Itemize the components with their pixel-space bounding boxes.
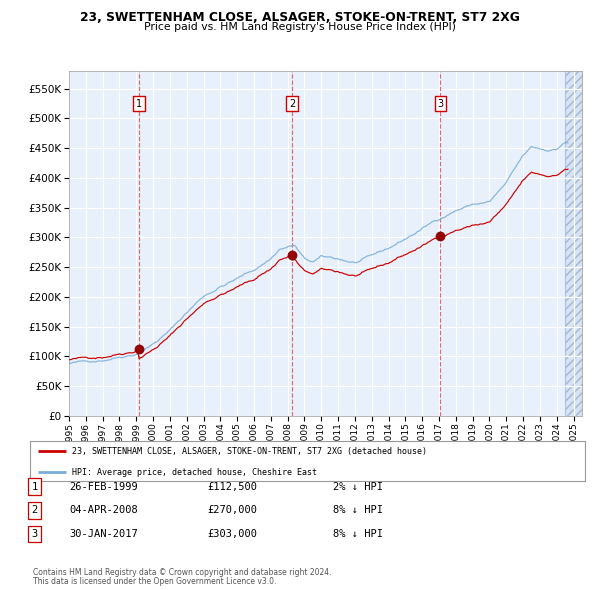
Text: 2: 2 — [289, 99, 295, 109]
Text: 3: 3 — [437, 99, 443, 109]
Text: £270,000: £270,000 — [207, 506, 257, 515]
Text: 23, SWETTENHAM CLOSE, ALSAGER, STOKE-ON-TRENT, ST7 2XG: 23, SWETTENHAM CLOSE, ALSAGER, STOKE-ON-… — [80, 11, 520, 24]
Text: 8% ↓ HPI: 8% ↓ HPI — [333, 506, 383, 515]
Text: £303,000: £303,000 — [207, 529, 257, 539]
Text: £112,500: £112,500 — [207, 482, 257, 491]
Text: This data is licensed under the Open Government Licence v3.0.: This data is licensed under the Open Gov… — [33, 578, 277, 586]
Text: 8% ↓ HPI: 8% ↓ HPI — [333, 529, 383, 539]
Text: 04-APR-2008: 04-APR-2008 — [69, 506, 138, 515]
Text: 2% ↓ HPI: 2% ↓ HPI — [333, 482, 383, 491]
Text: 1: 1 — [136, 99, 142, 109]
Text: Price paid vs. HM Land Registry's House Price Index (HPI): Price paid vs. HM Land Registry's House … — [144, 22, 456, 32]
Text: 3: 3 — [32, 529, 38, 539]
Text: 1: 1 — [32, 482, 38, 491]
Text: 30-JAN-2017: 30-JAN-2017 — [69, 529, 138, 539]
Text: 26-FEB-1999: 26-FEB-1999 — [69, 482, 138, 491]
Text: 2: 2 — [32, 506, 38, 515]
Text: Contains HM Land Registry data © Crown copyright and database right 2024.: Contains HM Land Registry data © Crown c… — [33, 568, 331, 577]
Text: HPI: Average price, detached house, Cheshire East: HPI: Average price, detached house, Ches… — [71, 467, 317, 477]
Text: 23, SWETTENHAM CLOSE, ALSAGER, STOKE-ON-TRENT, ST7 2XG (detached house): 23, SWETTENHAM CLOSE, ALSAGER, STOKE-ON-… — [71, 447, 427, 455]
